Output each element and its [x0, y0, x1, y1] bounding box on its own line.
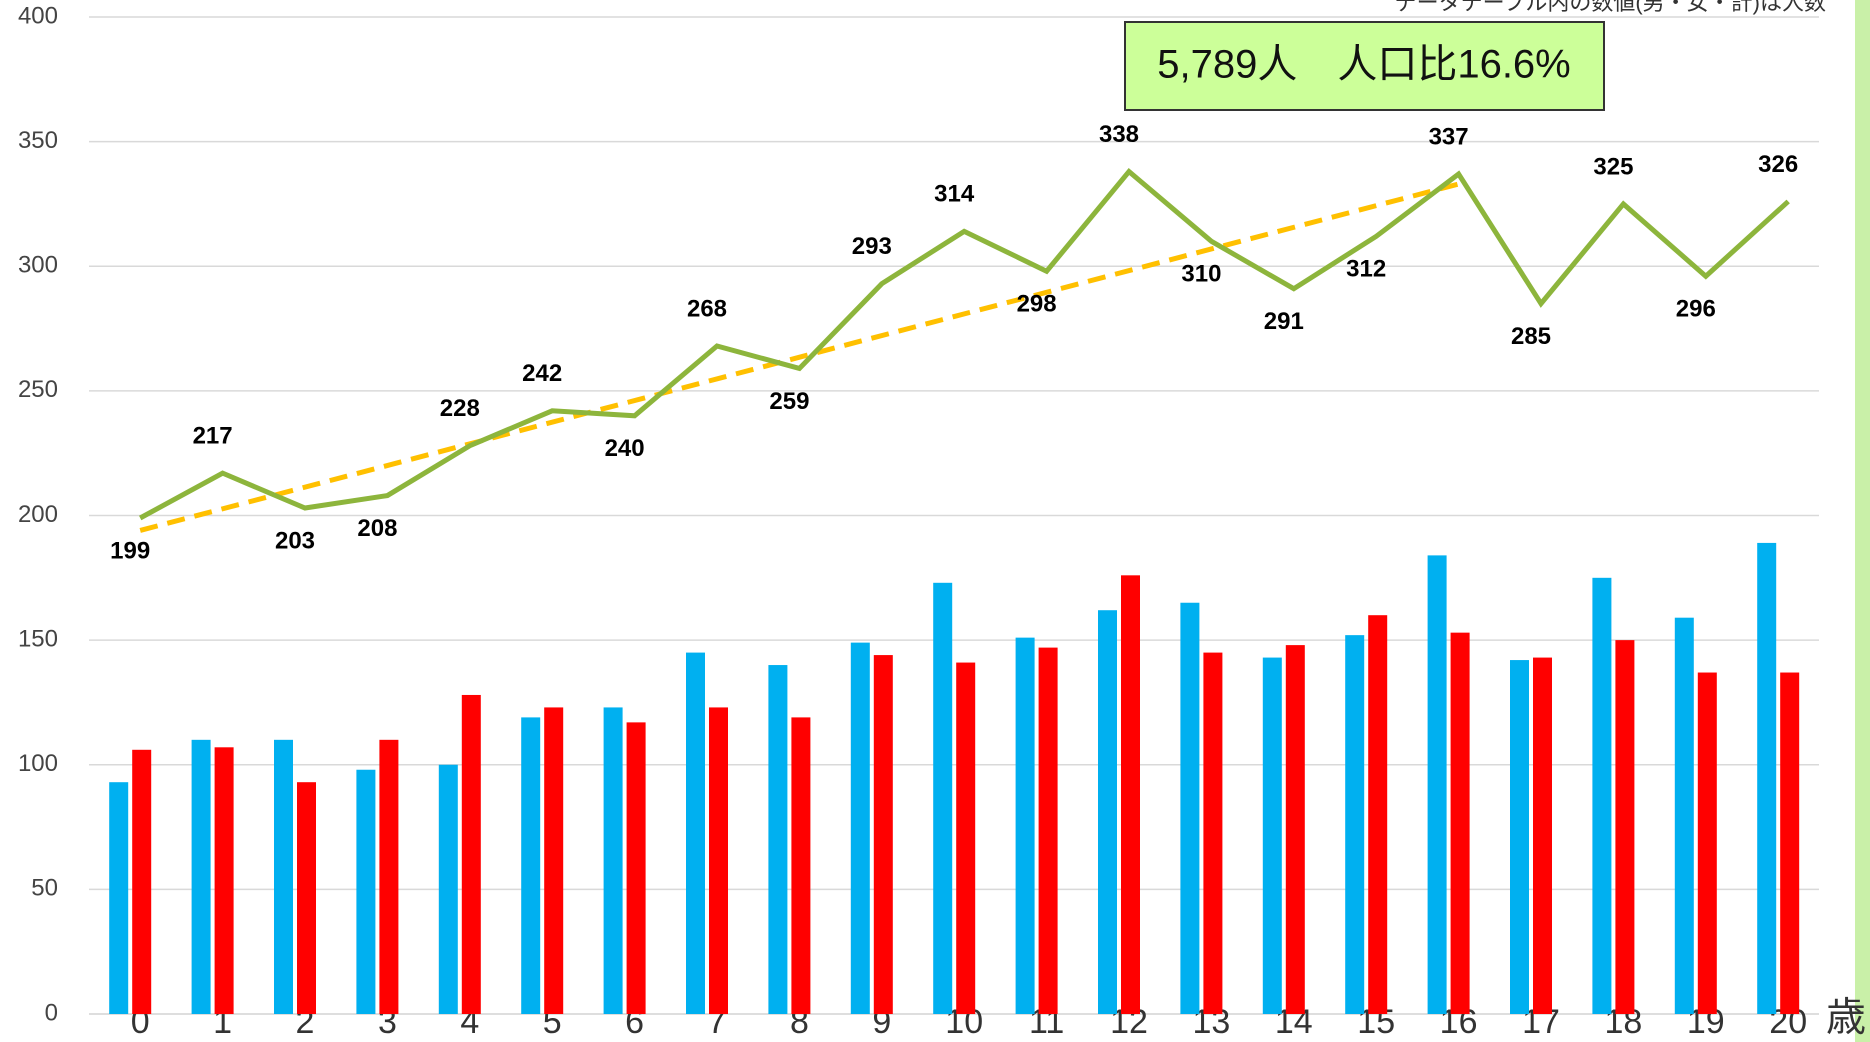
bar — [791, 717, 811, 1014]
y-tick-label: 400 — [18, 2, 58, 29]
bar — [109, 782, 129, 1014]
data-label: 296 — [1676, 296, 1716, 323]
note: データテーブル内の数値(男・女・計)は人数 — [1395, 0, 1826, 15]
data-label: 291 — [1264, 308, 1304, 335]
data-label: 228 — [440, 395, 480, 422]
data-label: 242 — [522, 360, 562, 387]
bar — [686, 652, 705, 1014]
y-tick-label: 150 — [18, 625, 58, 652]
bar — [274, 739, 293, 1014]
data-label: 337 — [1429, 123, 1469, 150]
data-label: 293 — [852, 233, 892, 260]
bar — [1533, 657, 1552, 1014]
data-label: 240 — [605, 435, 645, 462]
data-label: 217 — [193, 422, 233, 449]
y-tick-label: 0 — [45, 999, 58, 1026]
bar — [1697, 672, 1717, 1014]
bar — [356, 769, 376, 1014]
bar — [1427, 555, 1447, 1014]
y-tick-label: 250 — [18, 376, 58, 403]
data-label: 199 — [110, 537, 150, 564]
data-label: 310 — [1181, 261, 1221, 288]
bar — [1510, 660, 1529, 1014]
bar — [438, 764, 458, 1014]
bar — [1203, 652, 1223, 1014]
data-label: 338 — [1099, 121, 1139, 148]
annotation-box — [1124, 21, 1605, 111]
bar — [850, 642, 870, 1014]
bar — [1015, 637, 1035, 1014]
bar — [379, 739, 399, 1014]
bar — [544, 707, 564, 1014]
bar — [873, 655, 893, 1014]
data-label: 208 — [357, 515, 397, 542]
y-tick-label: 350 — [18, 127, 58, 154]
bar — [521, 717, 541, 1014]
bar — [1345, 635, 1365, 1014]
bar — [132, 749, 152, 1014]
bar — [1592, 577, 1612, 1014]
data-label: 285 — [1511, 323, 1551, 350]
bar — [1368, 615, 1388, 1014]
bar — [1098, 610, 1117, 1014]
bar — [1038, 647, 1058, 1014]
bar — [768, 665, 788, 1014]
bar — [214, 747, 234, 1014]
y-tick-label: 50 — [31, 875, 58, 902]
bar — [1450, 632, 1470, 1014]
bar — [1262, 657, 1282, 1014]
y-tick-label: 200 — [18, 501, 58, 528]
data-label: 203 — [275, 527, 315, 554]
annotation: 5,789人 人口比16.6% — [1157, 43, 1571, 87]
bar — [1121, 575, 1140, 1014]
bar — [603, 707, 623, 1014]
data-label: 268 — [687, 295, 727, 322]
bar — [1285, 645, 1305, 1014]
y-tick-label: 100 — [18, 750, 58, 777]
trend-line — [139, 181, 1460, 533]
bar — [956, 662, 976, 1014]
y-tick-label: 300 — [18, 252, 58, 279]
x-unit: 歳 — [1826, 996, 1866, 1040]
data-label: 325 — [1593, 153, 1633, 180]
bar — [1615, 640, 1635, 1014]
data-label: 326 — [1758, 151, 1798, 178]
data-label: 314 — [934, 181, 975, 208]
bar — [461, 694, 481, 1014]
bar — [191, 739, 211, 1014]
line — [139, 167, 1790, 521]
bar — [1180, 602, 1200, 1014]
bar — [1780, 672, 1800, 1014]
bar — [933, 582, 953, 1014]
bar — [1674, 617, 1694, 1014]
data-label: 259 — [769, 388, 809, 415]
bar — [1757, 542, 1777, 1014]
bar — [709, 707, 728, 1014]
data-label: 312 — [1346, 256, 1386, 283]
data-label: 298 — [1017, 291, 1057, 318]
bar — [626, 722, 646, 1014]
side-strip — [1855, 0, 1870, 1042]
bar — [297, 782, 316, 1014]
